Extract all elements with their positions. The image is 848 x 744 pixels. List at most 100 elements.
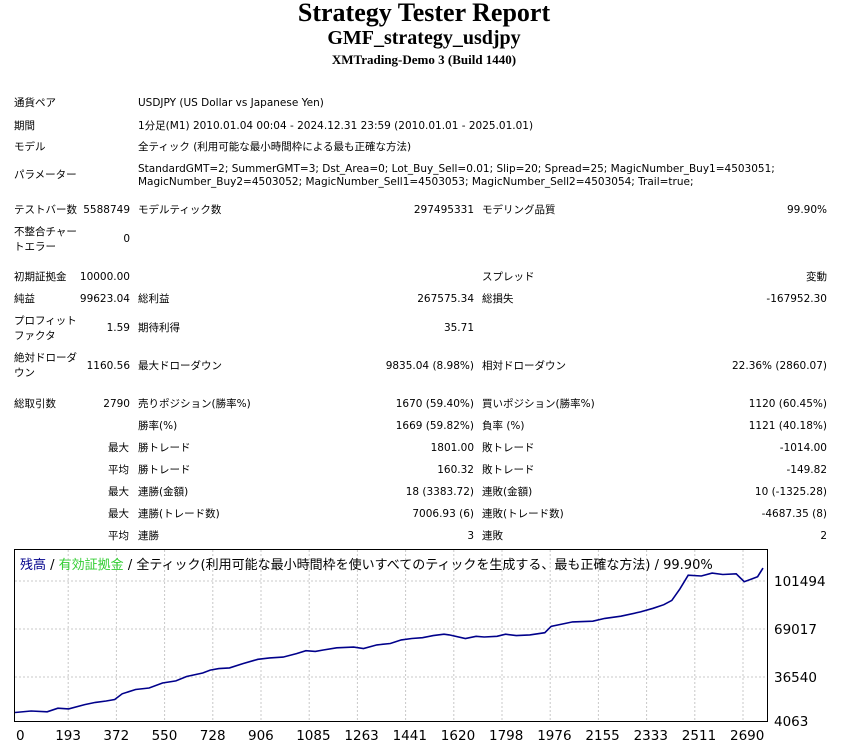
mismatch-label-line-2: トエラー [14,241,56,253]
legend-model-quality: / 全ティック(利用可能な最小時間枠を使いすべてのティックを生成する、最も正確な… [124,557,713,573]
bars-value: 5588749 [83,204,130,216]
avg-loss-value: -149.82 [786,464,827,476]
total-trades-value: 2790 [103,398,130,410]
model-value: 全ティック (利用可能な最小時間枠による最も正確な方法) [138,141,412,153]
period-value: 1分足(M1) 2010.01.04 00:04 - 2024.12.31 23… [138,120,534,132]
x-tick-label: 906 [248,728,274,744]
avg-consec-loss-label: 連敗 [482,530,503,542]
legend-balance: 残高 [20,557,46,573]
consec-loss-money-value: 10 (-1325.28) [754,486,827,498]
ticks-label: モデルティック数 [138,204,222,216]
abs-drawdown-value: 1160.56 [86,360,130,372]
x-tick-label: 372 [103,728,129,744]
plot-area [14,549,768,722]
x-tick-label: 2333 [634,728,668,744]
abs-drawdown-label-line-1: 絶対ドローダ [14,352,77,364]
gross-profit-value: 267575.34 [417,293,474,305]
symbol-label: 通貨ペア [14,97,56,109]
quality-label: モデリング品質 [482,204,556,216]
rel-drawdown-value: 22.36% (2860.07) [732,360,827,372]
net-profit-value: 99623.04 [79,293,130,305]
avg-consec-win-label: 連勝 [138,530,159,542]
short-positions-label: 売りポジション(勝率%) [138,398,251,410]
avg-win-label: 勝トレード [138,464,191,476]
server-build: XMTrading-Demo 3 (Build 1440) [331,52,517,67]
balance-chart: 残高 / 有効証拠金 / 全ティック(利用可能な最小時間枠を使いすべてのティック… [14,549,826,744]
consec-win-money-value: 18 (3383.72) [405,486,474,498]
avg-loss-label: 敗トレード [482,464,535,476]
y-tick-label: 101494 [774,574,826,590]
legend-separator: / [46,558,59,573]
loss-rate-value: 1121 (40.18%) [748,420,827,432]
largest-win-value: 1801.00 [430,442,474,454]
x-tick-label: 1441 [393,728,427,744]
avg-word: 平均 [108,530,129,542]
win-rate-label: 勝率(%) [138,420,178,432]
gross-loss-value: -167952.30 [766,293,827,305]
loss-rate-label: 負率 (%) [482,420,525,432]
ticks-value: 297495331 [413,204,474,216]
profit-factor-value: 1.59 [106,322,130,334]
bars-label: テストバー数 [14,204,77,216]
largest-win-label: 勝トレード [138,442,191,454]
gross-loss-label: 総損失 [482,293,514,305]
mismatch-value: 0 [123,233,130,245]
max-word: 最大 [108,508,129,520]
long-positions-label: 買いポジション(勝率%) [482,398,595,410]
x-tick-label: 193 [55,728,81,744]
max-word: 最大 [108,486,129,498]
win-rate-value: 1669 (59.82%) [395,420,474,432]
max-consec-profit-value: 7006.93 (6) [412,508,474,520]
y-tick-label: 36540 [774,670,817,686]
balance-series-line [14,567,764,714]
params-line-1: StandardGMT=2; SummerGMT=3; Dst_Area=0; … [138,163,775,175]
max-word: 最大 [108,442,129,454]
x-tick-label: 0 [16,728,25,744]
consec-loss-money-label: 連敗(金額) [482,486,533,498]
deposit-value: 10000.00 [79,271,130,283]
x-tick-label: 550 [152,728,178,744]
x-axis-ticks: 0 193 372 550 728 906 1085 1263 1441 1620 1798 1976… [16,728,764,744]
x-tick-label: 1263 [344,728,378,744]
avg-win-value: 160.32 [437,464,474,476]
deposit-label: 初期証拠金 [14,271,67,283]
legend-equity: 有効証拠金 [59,557,124,573]
model-label: モデル [14,141,46,153]
y-tick-label: 69017 [774,622,817,638]
max-consec-loss-label: 連敗(トレード数) [482,508,564,520]
max-drawdown-value: 9835.04 (8.98%) [385,360,474,372]
avg-consec-loss-value: 2 [820,530,827,542]
x-tick-label: 728 [200,728,226,744]
expert-name: GMF_strategy_usdjpy [327,27,521,49]
mismatch-label-line-1: 不整合チャー [14,226,77,238]
x-tick-label: 1976 [537,728,571,744]
long-positions-value: 1120 (60.45%) [748,398,827,410]
largest-loss-value: -1014.00 [779,442,827,454]
total-trades-label: 総取引数 [14,398,56,410]
rel-drawdown-label: 相対ドローダウン [482,360,566,372]
spread-value: 変動 [806,271,827,283]
symbol-value: USDJPY (US Dollar vs Japanese Yen) [138,97,324,109]
params-line-2: MagicNumber_Buy2=4503052; MagicNumber_Se… [138,176,694,188]
expected-payoff-value: 35.71 [443,322,474,334]
chart-legend: 残高 / 有効証拠金 / 全ティック(利用可能な最小時間枠を使いすべてのティック… [20,557,713,573]
period-label: 期間 [14,120,35,132]
x-tick-label: 2511 [682,728,716,744]
profit-factor-label-line-1: プロフィット [14,315,77,327]
abs-drawdown-label-line-2: ウン [14,367,35,379]
consec-win-money-label: 連勝(金額) [138,486,189,498]
avg-consec-win-value: 3 [467,530,474,542]
x-tick-label: 2155 [585,728,619,744]
max-drawdown-label: 最大ドローダウン [138,360,222,372]
params-label: パラメーター [14,169,77,181]
x-tick-label: 1085 [296,728,330,744]
grid-lines [15,550,767,721]
report-title: Strategy Tester Report [297,0,551,27]
net-profit-label: 純益 [14,293,35,305]
x-tick-label: 2690 [730,728,764,744]
x-tick-label: 1620 [441,728,475,744]
expected-payoff-label: 期待利得 [138,322,180,334]
short-positions-value: 1670 (59.40%) [395,398,474,410]
gross-profit-label: 総利益 [138,293,170,305]
largest-loss-label: 敗トレード [482,442,535,454]
